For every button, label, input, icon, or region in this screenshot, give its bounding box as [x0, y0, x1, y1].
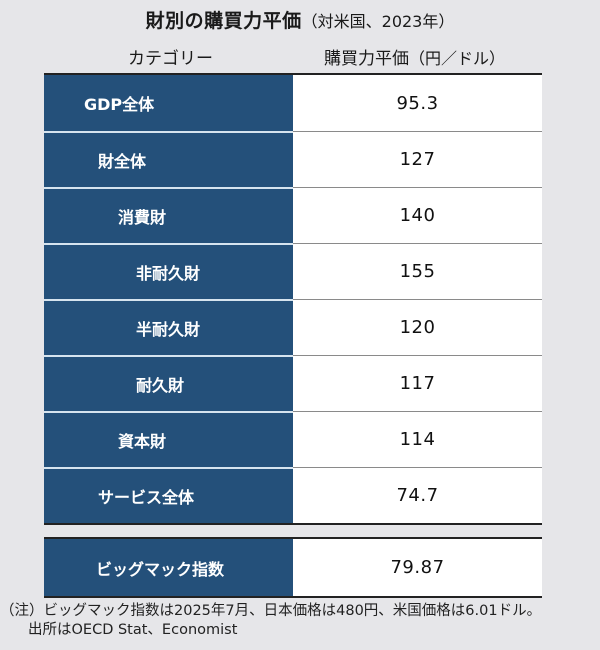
- column-header-value: 購買力平価（円／ドル）: [324, 44, 505, 69]
- row-label-text: 非耐久財: [136, 264, 201, 283]
- title-main: 財別の購買力平価: [145, 10, 302, 32]
- row-label-text: 財全体: [98, 152, 147, 171]
- row-value: 95.3: [293, 75, 542, 131]
- column-header-category: カテゴリー: [128, 49, 213, 69]
- row-label-text: 資本財: [118, 432, 167, 451]
- table-row: 非耐久財 155: [44, 243, 542, 299]
- footnote-source: 出所はOECD Stat、Economist: [28, 622, 238, 638]
- table-row: 耐久財 117: [44, 355, 542, 411]
- row-value: 79.87: [293, 539, 542, 596]
- row-label-text: 消費財: [118, 208, 167, 227]
- row-label-text: サービス全体: [98, 488, 195, 507]
- row-label-text: 耐久財: [136, 376, 185, 395]
- table-row: 資本財 114: [44, 411, 542, 467]
- footnote-line-1: （注）ビッグマック指数は2025年7月、日本価格は480円、米国価格は6.01ド…: [0, 603, 542, 619]
- row-label: 消費財: [44, 187, 293, 243]
- table-row: サービス全体 74.7: [44, 467, 542, 523]
- row-label: 耐久財: [44, 355, 293, 411]
- title-subtitle: （対米国、2023年）: [301, 12, 455, 31]
- table-row: 消費財 140: [44, 187, 542, 243]
- row-value: 127: [293, 131, 542, 187]
- row-value: 117: [293, 355, 542, 411]
- row-value: 140: [293, 187, 542, 243]
- row-label-text: ビッグマック指数: [96, 559, 225, 579]
- row-label: GDP全体: [44, 75, 293, 131]
- row-label: 資本財: [44, 411, 293, 467]
- footnote: （注）ビッグマック指数は2025年7月、日本価格は480円、米国価格は6.01ド…: [0, 602, 541, 640]
- column-header-value-label: 購買力平価: [324, 49, 409, 69]
- chart-title: 財別の購買力平価（対米国、2023年）: [0, 6, 600, 33]
- row-value: 114: [293, 411, 542, 467]
- table-row: GDP全体 95.3: [44, 75, 542, 131]
- row-label: 非耐久財: [44, 243, 293, 299]
- table-row: 財全体 127: [44, 131, 542, 187]
- bigmac-table: ビッグマック指数 79.87: [44, 537, 542, 598]
- row-value: 120: [293, 299, 542, 355]
- ppp-table: GDP全体 95.3 財全体 127 消費財 140 非耐久財 155 半耐久財 120 耐久財 11…: [44, 73, 542, 525]
- row-value: 74.7: [293, 467, 542, 523]
- row-label-text: 半耐久財: [136, 320, 201, 339]
- row-label: 財全体: [44, 131, 293, 187]
- column-header-value-unit: （円／ドル）: [409, 49, 506, 68]
- row-label: 半耐久財: [44, 299, 293, 355]
- row-label: ビッグマック指数: [44, 539, 293, 596]
- row-value: 155: [293, 243, 542, 299]
- row-label: サービス全体: [44, 467, 293, 523]
- table-row-bigmac: ビッグマック指数 79.87: [44, 539, 542, 596]
- row-label-text: GDP全体: [84, 95, 155, 114]
- table-row: 半耐久財 120: [44, 299, 542, 355]
